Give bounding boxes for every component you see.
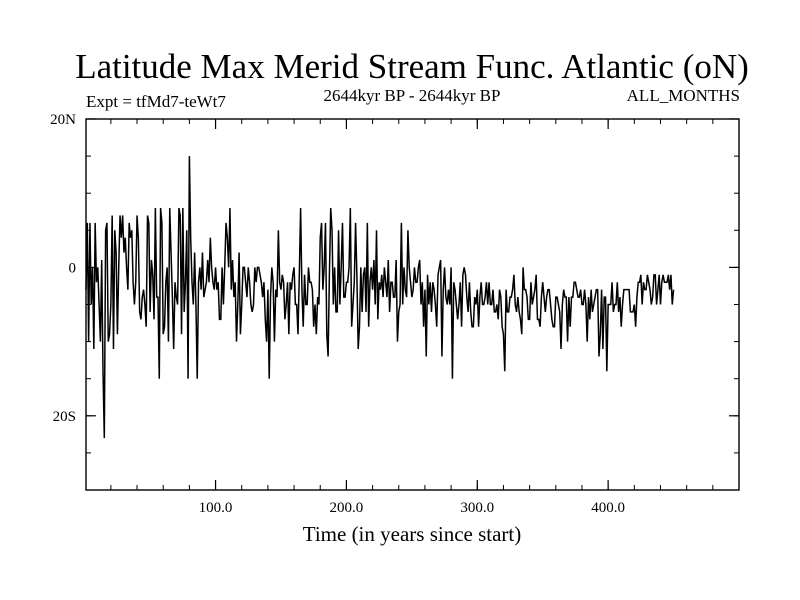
y-tick-label: 20N bbox=[50, 112, 76, 128]
experiment-label: Expt = tfMd7-teWt7 bbox=[86, 92, 226, 111]
x-tick-label: 400.0 bbox=[591, 500, 625, 516]
chart-title: Latitude Max Merid Stream Func. Atlantic… bbox=[75, 47, 749, 86]
y-tick-label: 20S bbox=[53, 409, 76, 425]
x-tick-label: 100.0 bbox=[199, 500, 233, 516]
y-tick-label: 0 bbox=[69, 260, 77, 276]
months-label: ALL_MONTHS bbox=[627, 86, 740, 105]
plot-area bbox=[85, 118, 740, 491]
tick-labels: 100.0 200.0 300.0 400.0 20N 0 20S bbox=[50, 112, 625, 516]
series-line bbox=[85, 156, 675, 439]
x-axis-label: Time (in years since start) bbox=[303, 522, 522, 546]
series-group bbox=[85, 156, 675, 439]
axis-ticks bbox=[86, 118, 739, 490]
x-tick-label: 300.0 bbox=[460, 500, 494, 516]
time-range-label: 2644kyr BP - 2644kyr BP bbox=[324, 86, 501, 105]
x-tick-label: 200.0 bbox=[330, 500, 364, 516]
